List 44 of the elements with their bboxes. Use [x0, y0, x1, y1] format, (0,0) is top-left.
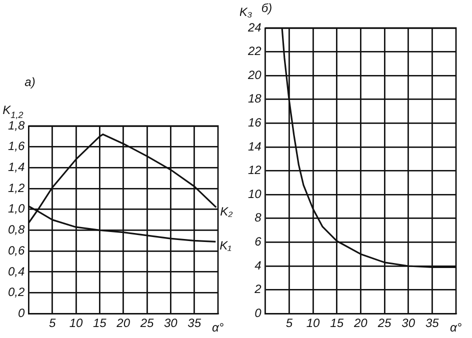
y-tick-label: 1,8: [8, 118, 25, 132]
y-tick-label: 0,8: [8, 222, 25, 237]
chart-title: а): [24, 75, 36, 89]
y-axis-title: K₃: [239, 5, 252, 19]
x-tick-label: 10: [306, 316, 320, 330]
x-tick-label: 10: [69, 316, 84, 330]
x-tick-label: 20: [116, 316, 130, 330]
x-tick-label: 25: [376, 316, 392, 330]
x-tick-label: 35: [188, 316, 202, 330]
x-tick-label: 35: [425, 316, 440, 330]
y-tick-label: 10: [248, 186, 262, 201]
y-tick-label: 0,4: [8, 264, 25, 278]
x-tick-label: 5: [286, 316, 293, 330]
x-tick-label: 25: [139, 316, 154, 330]
y-tick-label: 14: [248, 139, 262, 154]
y-tick-label: 1,2: [8, 180, 25, 195]
y-tick-label: 0: [254, 306, 262, 320]
y-tick-label: 0,2: [8, 285, 25, 300]
x-axis-title: α°: [450, 320, 462, 335]
y-tick-label: 22: [246, 44, 262, 58]
y-tick-label: 18: [248, 92, 262, 106]
x-tick-label: 15: [92, 316, 107, 330]
x-tick-label: 20: [352, 316, 368, 330]
y-tick-label: 2: [254, 282, 262, 296]
x-tick-label: 30: [402, 316, 416, 330]
y-tick-label: 1,0: [8, 202, 25, 216]
y-tick-label: 1,6: [8, 139, 25, 154]
y-tick-label: 20: [246, 68, 262, 82]
y-tick-label: 24: [246, 20, 262, 34]
x-tick-label: 30: [164, 316, 178, 330]
y-tick-label: 0: [18, 306, 25, 320]
series-label: K₁: [220, 238, 232, 253]
y-tick-label: 0,6: [8, 243, 25, 258]
y-tick-label: 1,4: [8, 160, 25, 174]
y-tick-label: 8: [254, 210, 262, 225]
x-tick-label: 15: [330, 316, 344, 330]
chart-title: б): [261, 1, 272, 15]
y-tick-label: 6: [254, 234, 262, 249]
x-tick-label: 5: [49, 316, 56, 330]
x-axis-title: α°: [212, 320, 224, 335]
y-tick-label: 4: [254, 258, 262, 272]
y-tick-label: 12: [248, 163, 262, 178]
series-label: K₂: [220, 204, 234, 218]
y-tick-label: 16: [248, 116, 262, 130]
